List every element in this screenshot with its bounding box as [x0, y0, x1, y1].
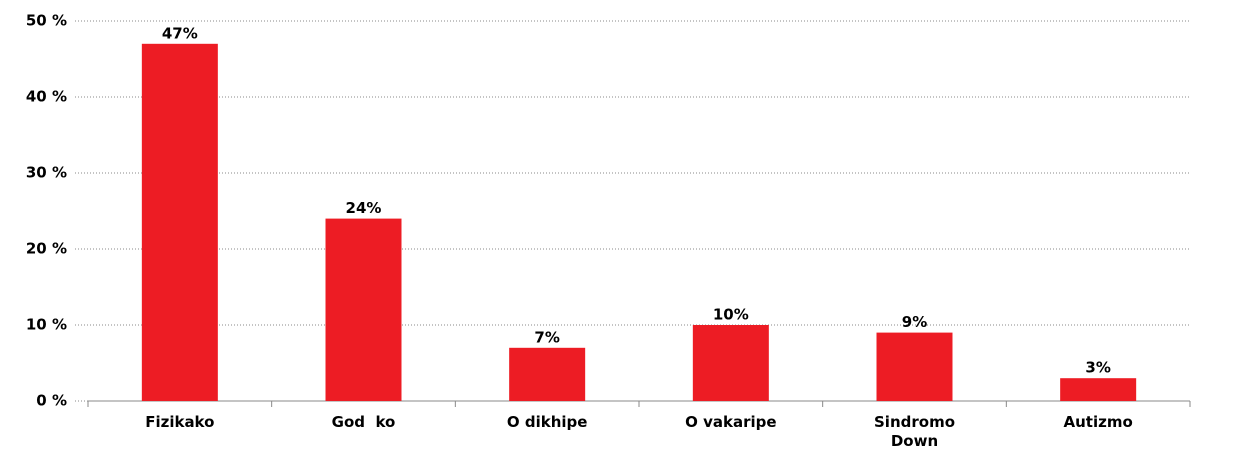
bar [509, 347, 586, 401]
data-label: 10% [713, 306, 749, 324]
bar [325, 218, 402, 401]
x-tick-label: Fizikako [145, 413, 215, 431]
y-tick-label: 30 % [26, 164, 67, 182]
x-tick-label: O vakaripe [685, 413, 777, 431]
y-tick-label: 40 % [26, 88, 67, 106]
bar [876, 332, 953, 401]
x-tick-label: God ko [331, 413, 396, 431]
y-tick-label: 10 % [26, 316, 67, 334]
data-label: 24% [346, 199, 382, 217]
y-tick-label: 0 % [36, 392, 67, 410]
bar [1060, 378, 1137, 401]
data-label: 9% [902, 313, 927, 331]
y-tick-label: 20 % [26, 240, 67, 258]
data-label: 3% [1085, 359, 1110, 377]
x-tick-label: Autizmo [1063, 413, 1133, 431]
y-tick-label: 50 % [26, 12, 67, 30]
x-tick-label: Sindromo Down [874, 413, 961, 450]
bar [141, 43, 218, 402]
x-tick-label: O dikhipe [506, 413, 588, 431]
bar [692, 325, 769, 401]
data-label: 7% [534, 328, 559, 346]
data-label: 47% [162, 24, 198, 42]
